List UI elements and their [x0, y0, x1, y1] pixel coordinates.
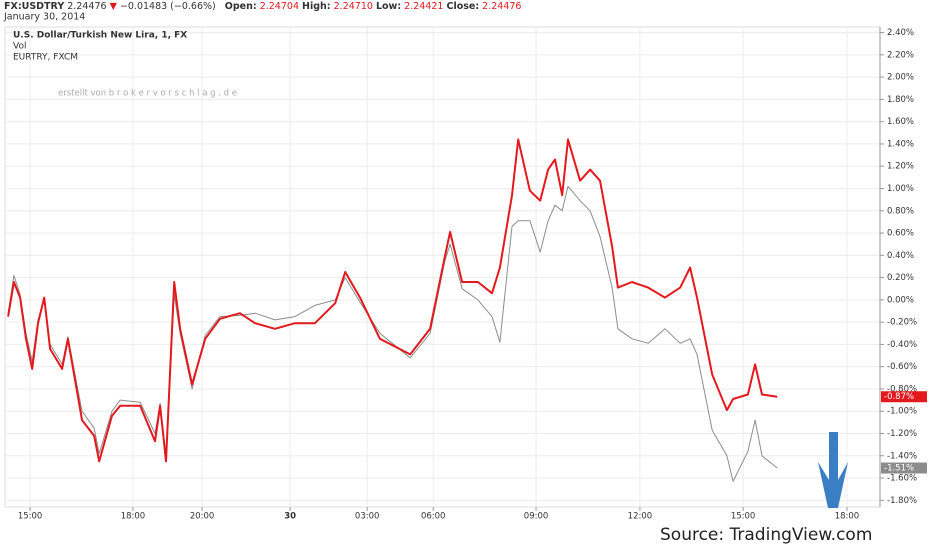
label: High:: [302, 1, 331, 12]
header: FX:USDTRY 2.24476 ▼ −0.01483 (−0.66%) Op…: [4, 1, 521, 12]
y-tick-label: 2.00%: [887, 73, 914, 83]
y-tick-label: -0.60%: [887, 362, 917, 372]
legend-line: Vol: [13, 42, 26, 52]
legend-line: U.S. Dollar/Turkish New Lira, 1, FX: [13, 31, 187, 41]
x-tick-label: 30: [284, 512, 296, 522]
change: −0.01483 (−0.66%): [120, 1, 216, 12]
label: Open:: [225, 1, 257, 12]
series-line: [7, 138, 778, 463]
x-tick-label: 09:00: [524, 512, 549, 522]
legend-line: EURTRY, FXCM: [13, 53, 78, 63]
y-tick-label: -0.40%: [887, 340, 917, 350]
y-tick-label: 1.80%: [887, 95, 914, 105]
y-tick-label: -0.80%: [887, 384, 917, 394]
last-value-badge: [881, 391, 927, 403]
y-tick-label: -1.00%: [887, 407, 917, 417]
y-tick-label: -1.20%: [887, 429, 917, 439]
down-arrow: [818, 432, 848, 508]
value: 2.24421: [404, 1, 443, 12]
last-value-label: -1.51%: [884, 464, 914, 474]
y-tick-label: 1.60%: [887, 117, 914, 127]
label: Low:: [376, 1, 401, 12]
x-tick-label: 20:00: [190, 512, 215, 522]
symbol: FX:USDTRY: [4, 1, 64, 12]
x-tick-label: 18:00: [835, 512, 860, 522]
y-tick-label: 0.20%: [887, 273, 914, 283]
y-tick-label: 2.20%: [887, 50, 914, 60]
value: 2.24710: [334, 1, 373, 12]
x-tick-label: 15:00: [731, 512, 756, 522]
y-tick-label: -1.60%: [887, 474, 917, 484]
price: 2.24476: [67, 1, 106, 12]
last-value-badge: [881, 462, 927, 474]
y-tick-label: 0.80%: [887, 206, 914, 216]
y-tick-label: 0.40%: [887, 251, 914, 261]
grid: [5, 27, 884, 511]
y-tick-label: 1.40%: [887, 139, 914, 149]
x-tick-label: 06:00: [421, 512, 446, 522]
y-tick-label: 1.20%: [887, 162, 914, 172]
value: 2.24476: [482, 1, 521, 12]
x-tick-label: 18:00: [121, 512, 146, 522]
watermark: erstellt von b r o k e r v o r s c h l a…: [58, 89, 237, 99]
value: 2.24704: [260, 1, 299, 12]
x-tick-label: 03:00: [355, 512, 380, 522]
y-tick-label: 1.00%: [887, 184, 914, 194]
x-tick-label: 12:00: [628, 512, 653, 522]
change-arrow: ▼: [110, 1, 118, 12]
y-tick-label: -1.40%: [887, 451, 917, 461]
y-tick-label: -0.20%: [887, 318, 917, 328]
y-tick-label: -1.80%: [887, 496, 917, 506]
last-value-label: -0.87%: [884, 392, 914, 402]
lines: [7, 138, 778, 482]
y-tick-label: 0.60%: [887, 229, 914, 239]
date: January 30, 2014: [3, 12, 85, 23]
label: Close:: [446, 1, 479, 12]
y-tick-label: 0.00%: [887, 295, 914, 305]
y-tick-label: 2.40%: [887, 28, 914, 38]
series-line: [7, 185, 778, 482]
source: Source: TradingView.com: [660, 525, 872, 545]
x-tick-label: 15:00: [18, 512, 43, 522]
